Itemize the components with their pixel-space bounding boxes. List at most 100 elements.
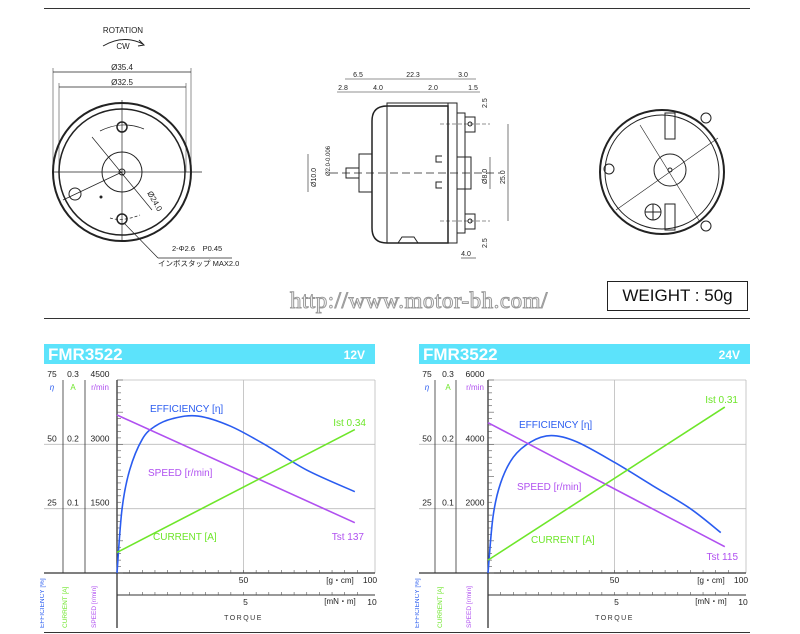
- y-axis-symbol-current: A: [70, 383, 76, 392]
- y-tick-label-speed: 2000: [466, 498, 485, 508]
- website-url[interactable]: http://www.motor-bh.com/: [290, 288, 548, 314]
- y-tick-label-efficiency: 50: [422, 433, 432, 443]
- boss-diameter: Ø10.0: [311, 168, 318, 187]
- y-tick-label-current: 0.2: [67, 433, 79, 443]
- chart-24v: FMR3522 24V 25 50 75 η EFFICIENCY [%] 0.1 0.2 0.3…: [415, 344, 750, 628]
- label-stall-torque: Tst 115: [707, 552, 739, 563]
- chart-header-bar: [419, 344, 750, 364]
- y-axis-symbol-current: A: [445, 383, 451, 392]
- y-tick-label-speed: 6000: [466, 369, 485, 379]
- dim-6-5: 6.5: [353, 72, 363, 79]
- pitch-diameter: Ø24.0: [145, 190, 164, 214]
- x-axis-title: TORQUE: [224, 615, 263, 622]
- series-line-efficiency: [487, 434, 722, 574]
- dim-1-5: 1.5: [468, 85, 478, 92]
- y-axis-title-current: CURRENT [A]: [62, 586, 69, 628]
- dim-4-0-top: 4.0: [373, 85, 383, 92]
- y-axis-title-speed: SPEED [r/min]: [466, 586, 473, 628]
- x-tick-label: 50: [610, 575, 620, 585]
- series-line-current: [116, 428, 356, 554]
- dim-2-0: 2.0: [428, 85, 438, 92]
- x-tick-label: 50: [239, 575, 249, 585]
- shaft-diameter: Ø2.0-0.006: [326, 145, 332, 176]
- y-tick-label-current: 0.3: [442, 369, 454, 379]
- label-stall-torque: Tst 137: [332, 532, 365, 543]
- dim-2-8: 2.8: [338, 85, 348, 92]
- back-view: [599, 109, 725, 235]
- x-unit-primary: [g・cm]: [697, 576, 725, 585]
- top-rule: [44, 8, 750, 9]
- chart-voltage: 24V: [719, 348, 740, 362]
- x2-tick-label: 10: [738, 597, 748, 607]
- arrow-head-icon: [137, 39, 146, 47]
- y-tick-label-efficiency: 25: [47, 498, 57, 508]
- chart-header-bar: [44, 344, 375, 364]
- rotation-label: ROTATION: [103, 26, 143, 35]
- y-axis-title-efficiency: EFFICIENCY [%]: [415, 578, 421, 628]
- y-axis-title-efficiency: EFFICIENCY [%]: [40, 578, 46, 628]
- series-line-speed: [116, 414, 356, 524]
- y-axis-symbol-efficiency: η: [425, 383, 430, 392]
- weight-box: WEIGHT : 50g: [607, 281, 748, 311]
- hole-spec: 2-Φ2.6 P0.45: [172, 244, 222, 253]
- rotation-direction: CW: [116, 42, 130, 51]
- label-current: CURRENT [A]: [531, 535, 595, 546]
- dim-3-0: 3.0: [458, 72, 468, 79]
- y-tick-label-speed: 1500: [91, 498, 110, 508]
- series-line-speed: [487, 421, 726, 548]
- x-unit-secondary: [mN・m]: [695, 597, 727, 606]
- series-line-current: [487, 406, 726, 561]
- y-tick-label-current: 0.3: [67, 369, 79, 379]
- label-stall-current: Ist 0.31: [705, 395, 738, 406]
- rotation-arrow-icon: [102, 39, 144, 47]
- y-tick-label-current: 0.2: [442, 433, 454, 443]
- x2-tick-label: 5: [243, 597, 248, 607]
- y-axis-title-current: CURRENT [A]: [437, 586, 444, 628]
- y-tick-label-current: 0.1: [67, 498, 79, 508]
- y-tick-label-efficiency: 75: [47, 369, 57, 379]
- side-view: 6.5 22.3 3.0 2.8 4.0 2.0 1.5 Ø10.0 Ø2.0-…: [307, 72, 509, 259]
- y-tick-label-current: 0.1: [442, 498, 454, 508]
- label-speed: SPEED [r/min]: [148, 468, 213, 479]
- x2-tick-label: 5: [614, 597, 619, 607]
- label-efficiency: EFFICIENCY [η]: [150, 404, 223, 415]
- y-tick-label-efficiency: 50: [47, 433, 57, 443]
- dim-22-3: 22.3: [406, 72, 420, 79]
- x-unit-secondary: [mN・m]: [324, 597, 356, 606]
- y-axis-title-speed: SPEED [r/min]: [91, 586, 98, 628]
- x-tick-label: 100: [363, 575, 377, 585]
- chart-title: FMR3522: [423, 345, 498, 364]
- motor-dimension-drawing: ROTATION CW Ø35.4 Ø32.5 Ø24.0 2-Φ2.6 P0.…: [52, 26, 725, 268]
- y-tick-label-efficiency: 25: [422, 498, 432, 508]
- x-axis-title: TORQUE: [595, 615, 634, 622]
- y-axis-symbol-speed: r/min: [91, 383, 109, 392]
- series-line-efficiency: [116, 414, 356, 574]
- x-unit-primary: [g・cm]: [326, 576, 354, 585]
- label-efficiency: EFFICIENCY [η]: [519, 420, 592, 431]
- y-tick-label-speed: 4500: [91, 369, 110, 379]
- x-tick-label: 100: [734, 575, 748, 585]
- y-axis-symbol-speed: r/min: [466, 383, 484, 392]
- terminal-pitch: 25.0: [500, 170, 507, 184]
- label-speed: SPEED [r/min]: [517, 482, 582, 493]
- front-view: ROTATION CW Ø35.4 Ø32.5 Ø24.0 2-Φ2.6 P0.…: [52, 26, 239, 268]
- label-stall-current: Ist 0.34: [333, 418, 366, 429]
- x2-tick-label: 10: [367, 597, 377, 607]
- y-tick-label-efficiency: 75: [422, 369, 432, 379]
- label-current: CURRENT [A]: [153, 532, 217, 543]
- chart-voltage: 12V: [344, 348, 365, 362]
- bottom-rule: [44, 632, 750, 633]
- center-diameter: Ø8.0: [482, 169, 489, 184]
- y-axis-symbol-efficiency: η: [50, 383, 55, 392]
- tap-note: インボスタップ MAX2.0: [158, 259, 239, 268]
- dim-2-5-top: 2.5: [482, 98, 489, 108]
- dim-2-5-bottom: 2.5: [482, 238, 489, 248]
- outer-diameter: Ø35.4: [111, 63, 133, 72]
- inner-diameter: Ø32.5: [111, 78, 133, 87]
- chart-12v: FMR3522 12V 25 50 75 η EFFICIENCY [%] 0.1 0.2 0.3…: [40, 344, 377, 628]
- chart-title: FMR3522: [48, 345, 123, 364]
- y-tick-label-speed: 3000: [91, 433, 110, 443]
- dim-4-0-bottom: 4.0: [461, 251, 471, 258]
- y-tick-label-speed: 4000: [466, 433, 485, 443]
- middle-rule: [44, 318, 750, 319]
